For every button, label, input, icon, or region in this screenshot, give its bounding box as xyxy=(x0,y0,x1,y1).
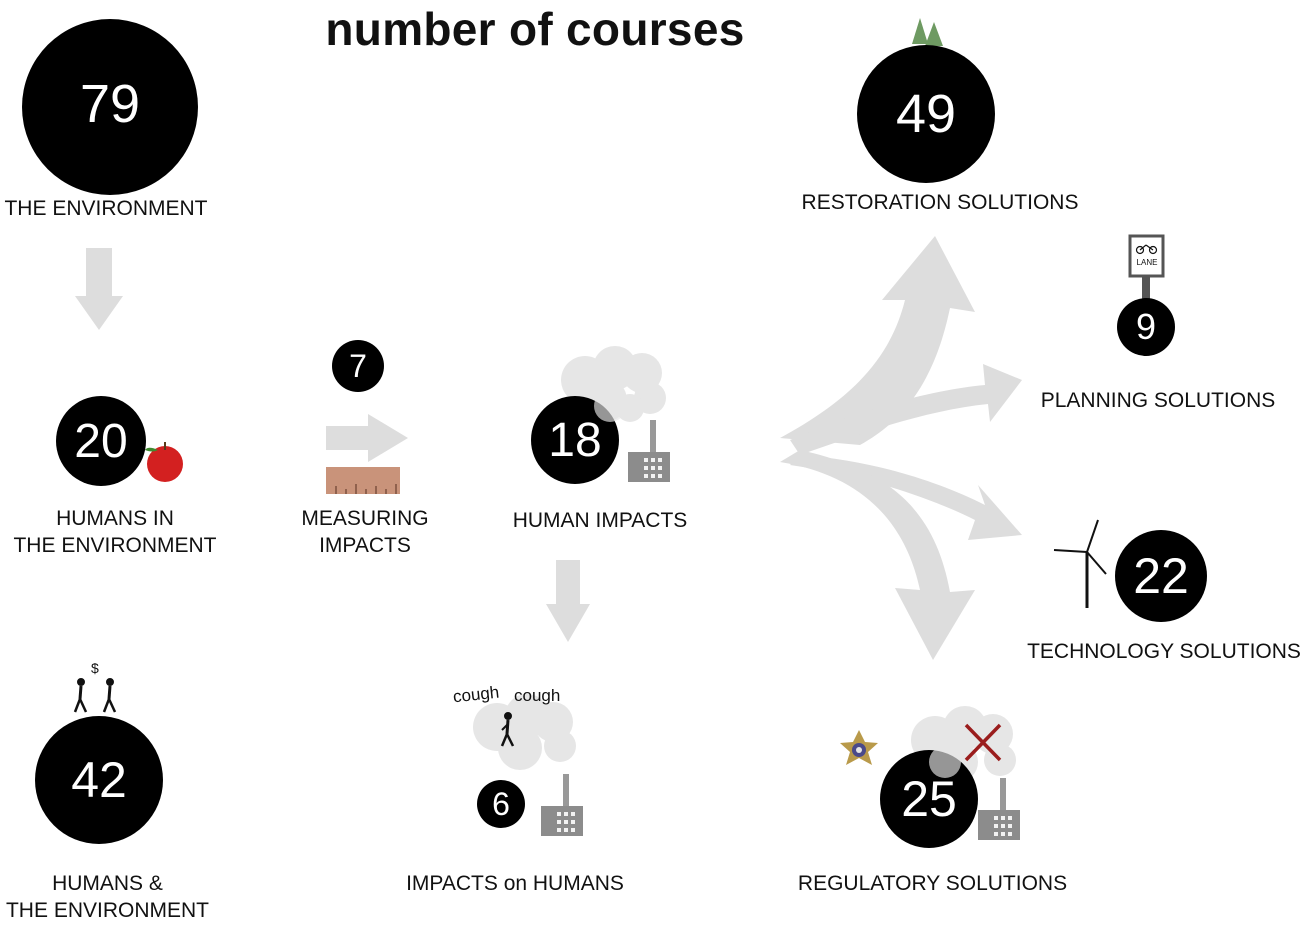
label-human-impacts: HUMAN IMPACTS xyxy=(512,509,688,532)
wind-turbine-icon xyxy=(1053,519,1107,608)
label-environment: THE ENVIRONMENT xyxy=(4,197,208,220)
count-environment: 79 xyxy=(79,74,141,134)
count-measuring: 7 xyxy=(349,347,367,384)
label-planning: PLANNING SOLUTIONS xyxy=(1040,389,1276,412)
factory-icon xyxy=(978,778,1020,840)
count-human-impacts: 18 xyxy=(548,413,602,467)
count-restoration: 49 xyxy=(895,84,957,144)
apple-icon xyxy=(145,442,183,482)
label-impacts-on: IMPACTS on HUMANS xyxy=(406,872,624,895)
bike-lane-sign-icon xyxy=(1128,234,1165,304)
tree-icon xyxy=(912,18,943,46)
cough-text-2: cough xyxy=(514,686,561,705)
circle-environment: 79 xyxy=(22,19,198,195)
lane-sign-text: LANE xyxy=(1136,258,1158,267)
circle-technology: 22 xyxy=(1115,530,1207,622)
people-icon xyxy=(73,678,117,713)
arrow-down-icon xyxy=(75,248,123,330)
count-humans-in: 20 xyxy=(74,414,128,468)
label-technology: TECHNOLOGY SOLUTIONS xyxy=(1027,640,1301,663)
label-measuring-line2: IMPACTS xyxy=(319,534,411,557)
count-humans-and: 42 xyxy=(71,752,127,808)
circle-measuring: 7 xyxy=(332,340,384,392)
count-regulatory: 25 xyxy=(901,771,957,827)
dollar-sign: $ xyxy=(91,660,99,676)
circle-humans-in: 20 xyxy=(56,396,146,486)
label-humans-and-line2: THE ENVIRONMENT xyxy=(5,899,209,922)
ruler-icon xyxy=(326,467,400,494)
count-planning: 9 xyxy=(1135,306,1157,347)
circle-restoration: 49 xyxy=(857,45,995,183)
label-humans-and: HUMANS & THE ENVIRONMENT xyxy=(0,870,215,924)
label-restoration: RESTORATION SOLUTIONS xyxy=(801,191,1079,214)
walking-person-icon xyxy=(500,712,515,747)
circle-human-impacts: 18 xyxy=(531,396,619,484)
label-humans-in-line2: THE ENVIRONMENT xyxy=(13,534,217,557)
label-regulatory: REGULATORY SOLUTIONS xyxy=(797,872,1068,895)
label-humans-in-line1: HUMANS IN xyxy=(56,507,174,530)
factory-icon xyxy=(628,420,670,482)
sheriff-badge-icon xyxy=(840,730,878,765)
label-measuring: MEASURING IMPACTS xyxy=(285,505,445,559)
arrow-down-icon xyxy=(546,560,590,642)
label-humans-in: HUMANS IN THE ENVIRONMENT xyxy=(5,505,225,559)
diagram-title: number of courses xyxy=(325,3,745,55)
arrow-right-icon xyxy=(326,414,408,462)
count-impacts-on: 6 xyxy=(492,785,510,822)
label-measuring-line1: MEASURING xyxy=(301,507,429,530)
label-humans-and-line1: HUMANS & xyxy=(52,872,163,895)
branching-arrows-icon xyxy=(780,236,1022,660)
circle-impacts-on: 6 xyxy=(477,780,525,828)
cross-icon xyxy=(964,723,1002,762)
circle-humans-and: 42 xyxy=(35,716,163,844)
circle-planning: 9 xyxy=(1117,298,1175,356)
count-technology: 22 xyxy=(1133,548,1189,604)
factory-icon xyxy=(541,774,583,836)
circle-regulatory: 25 xyxy=(880,750,978,848)
